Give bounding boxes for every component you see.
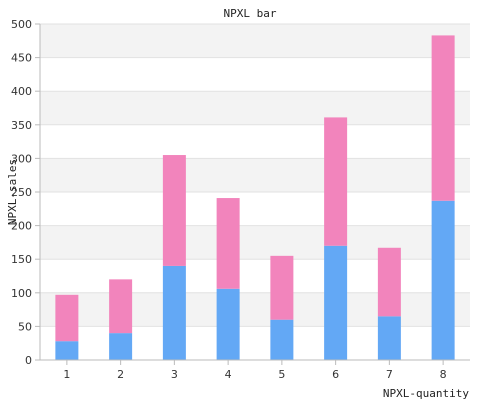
bar-8-segment-1 [431,200,455,360]
x-tick-label: 4 [225,368,232,381]
x-tick-label: 3 [171,368,178,381]
x-tick-label: 2 [117,368,124,381]
y-tick-label: 350 [11,119,32,132]
bar-4-segment-2 [216,198,240,289]
y-tick-label: 50 [18,320,32,333]
bar-3-segment-1 [162,265,186,360]
bar-5-segment-2 [270,255,294,320]
grid-band [40,91,470,125]
bar-6-segment-1 [324,245,348,360]
bar-3-segment-2 [162,155,186,266]
y-tick-label: 150 [11,253,32,266]
bar-1-segment-2 [55,294,79,342]
grid-band [40,24,470,58]
grid-band [40,292,470,327]
y-axis-title: NPXL-sales [6,159,19,225]
y-tick-label: 250 [11,186,32,199]
plot-bands [40,24,470,327]
y-tick-label: 400 [11,85,32,98]
bars [55,35,455,360]
bar-2-segment-2 [109,279,133,334]
bar-7-segment-1 [377,316,401,360]
bar-5-segment-1 [270,319,294,360]
y-tick-label: 0 [25,354,32,367]
x-tick-label: 5 [278,368,285,381]
x-tick-label: 6 [332,368,339,381]
chart-title: NPXL bar [224,7,277,20]
y-tick-labels: 0 50 100 150 200 250 300 350 400 450 500 [11,18,40,367]
x-axis-title: NPXL-quantity [383,387,469,400]
y-tick-label: 300 [11,152,32,165]
bar-7-segment-2 [377,247,401,317]
bar-2-segment-1 [109,333,133,360]
x-tick-label: 1 [63,368,70,381]
y-tick-label: 200 [11,220,32,233]
bar-1-segment-1 [55,341,79,360]
y-tick-label: 450 [11,52,32,65]
bar-6-segment-2 [324,117,348,246]
grid-band [40,158,470,192]
x-tick-label: 7 [386,368,393,381]
x-tick-label: 8 [440,368,447,381]
bar-8-segment-2 [431,35,455,201]
grid-band [40,225,470,260]
bar-4-segment-1 [216,288,240,360]
y-tick-label: 100 [11,287,32,300]
x-tick-labels: 1 2 3 4 5 6 7 8 [63,360,447,381]
y-tick-label: 500 [11,18,32,31]
